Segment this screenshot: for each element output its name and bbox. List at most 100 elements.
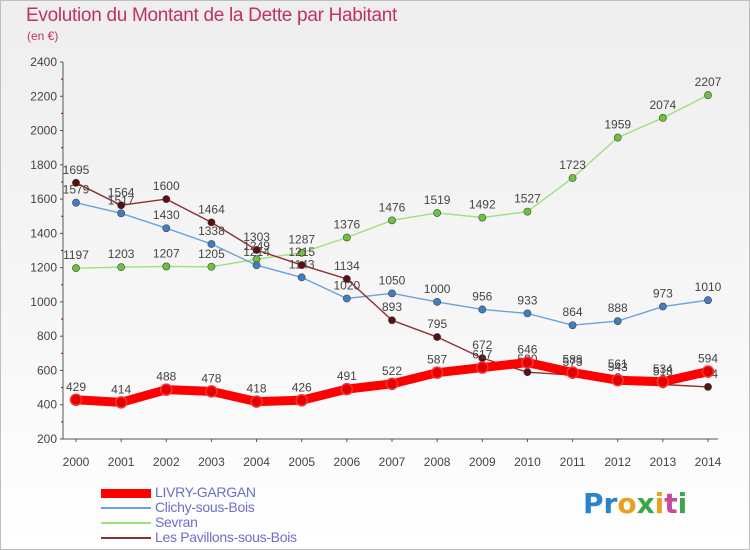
data-label: 956	[472, 289, 492, 303]
data-point	[566, 366, 579, 379]
data-label: 864	[563, 305, 583, 319]
legend-item: LIVRY-GARGAN	[101, 484, 361, 501]
data-label: 1203	[108, 247, 135, 261]
data-label: 1197	[63, 248, 89, 262]
data-point	[658, 302, 667, 311]
x-tick-label: 2014	[695, 455, 722, 469]
data-label: 1050	[379, 273, 406, 287]
data-point	[701, 365, 715, 378]
chart-title: Evolution du Montant de la Dette par Hab…	[26, 5, 397, 26]
legend-item: Sevran	[101, 514, 361, 531]
legend-label: Sevran	[155, 514, 198, 530]
data-label: 2074	[650, 98, 677, 112]
data-point	[523, 368, 532, 377]
data-point	[162, 195, 171, 203]
data-point	[388, 216, 396, 225]
data-point	[433, 298, 442, 306]
data-point	[342, 294, 351, 303]
data-point	[117, 209, 126, 218]
data-label: 1492	[469, 198, 496, 212]
data-label: 617	[472, 348, 492, 362]
data-label: 1959	[604, 118, 631, 132]
data-label: 418	[247, 382, 267, 396]
x-tick-label: 2008	[424, 455, 451, 469]
data-point	[297, 261, 306, 269]
data-point	[388, 289, 396, 298]
data-point	[613, 317, 622, 326]
data-point	[523, 207, 532, 216]
data-point	[433, 209, 442, 217]
data-point	[207, 262, 216, 271]
data-label: 573	[563, 355, 583, 369]
data-point	[613, 133, 622, 142]
legend-swatch	[101, 489, 151, 498]
data-label: 1527	[514, 192, 541, 206]
data-label: 1695	[63, 163, 90, 177]
data-point	[295, 394, 308, 407]
data-label: 1287	[288, 233, 315, 247]
x-tick-label: 2006	[334, 455, 361, 469]
data-point	[704, 91, 712, 99]
data-point	[568, 321, 577, 330]
data-label: 1134	[334, 259, 360, 273]
data-label: 1430	[153, 208, 180, 222]
y-tick-label: 400	[37, 398, 57, 412]
data-label: 888	[608, 301, 628, 315]
legend-swatch	[101, 522, 151, 524]
data-point	[478, 213, 487, 222]
data-label: 522	[382, 364, 402, 378]
data-label: 543	[608, 360, 628, 374]
data-point	[342, 275, 351, 283]
y-tick-label: 2000	[30, 124, 57, 138]
x-tick-label: 2000	[63, 455, 90, 469]
data-label: 1376	[334, 217, 361, 231]
data-label: 1600	[153, 179, 180, 193]
legend-swatch	[101, 537, 151, 539]
data-point	[340, 382, 354, 396]
data-label: 1020	[334, 278, 361, 292]
x-tick-label: 2010	[514, 455, 541, 469]
legend-label: Les Pavillons-sous-Bois	[155, 529, 297, 545]
data-point	[69, 393, 83, 407]
data-point	[162, 224, 171, 233]
data-label: 429	[66, 380, 86, 394]
data-label: 561	[608, 357, 628, 371]
y-tick-label: 1600	[30, 192, 57, 206]
x-tick-label: 2004	[243, 455, 270, 469]
x-tick-label: 2005	[288, 455, 315, 469]
data-point	[568, 174, 577, 182]
x-tick-label: 2001	[108, 455, 135, 469]
data-label: 672	[472, 338, 492, 352]
data-label: 478	[201, 371, 221, 385]
y-tick-label: 800	[37, 329, 57, 343]
chart-subtitle: (en €)	[27, 29, 59, 43]
x-tick-label: 2003	[198, 455, 225, 469]
data-label: 1303	[243, 230, 270, 244]
data-point	[430, 366, 444, 379]
x-tick-label: 2012	[604, 455, 631, 469]
data-label: 795	[427, 317, 447, 331]
x-tick-label: 2013	[650, 455, 677, 469]
proxiti-logo: Proxiti	[583, 487, 688, 520]
data-point	[72, 198, 80, 207]
data-point	[162, 262, 171, 271]
data-label: 1010	[695, 280, 722, 294]
data-point	[72, 264, 80, 273]
data-point	[476, 361, 489, 374]
data-label: 1519	[424, 193, 451, 207]
data-point	[523, 309, 532, 318]
data-label: 2207	[695, 75, 722, 89]
data-label: 1338	[198, 224, 225, 238]
data-label: 534	[653, 362, 673, 376]
y-tick-label: 2200	[30, 89, 57, 103]
x-tick-label: 2011	[560, 455, 586, 469]
x-tick-label: 2009	[469, 455, 496, 469]
data-point	[250, 395, 263, 408]
data-label: 1464	[198, 202, 225, 216]
legend-swatch	[101, 507, 151, 509]
data-label: 491	[337, 369, 357, 383]
data-label: 1476	[379, 200, 406, 214]
data-label: 973	[653, 287, 673, 301]
